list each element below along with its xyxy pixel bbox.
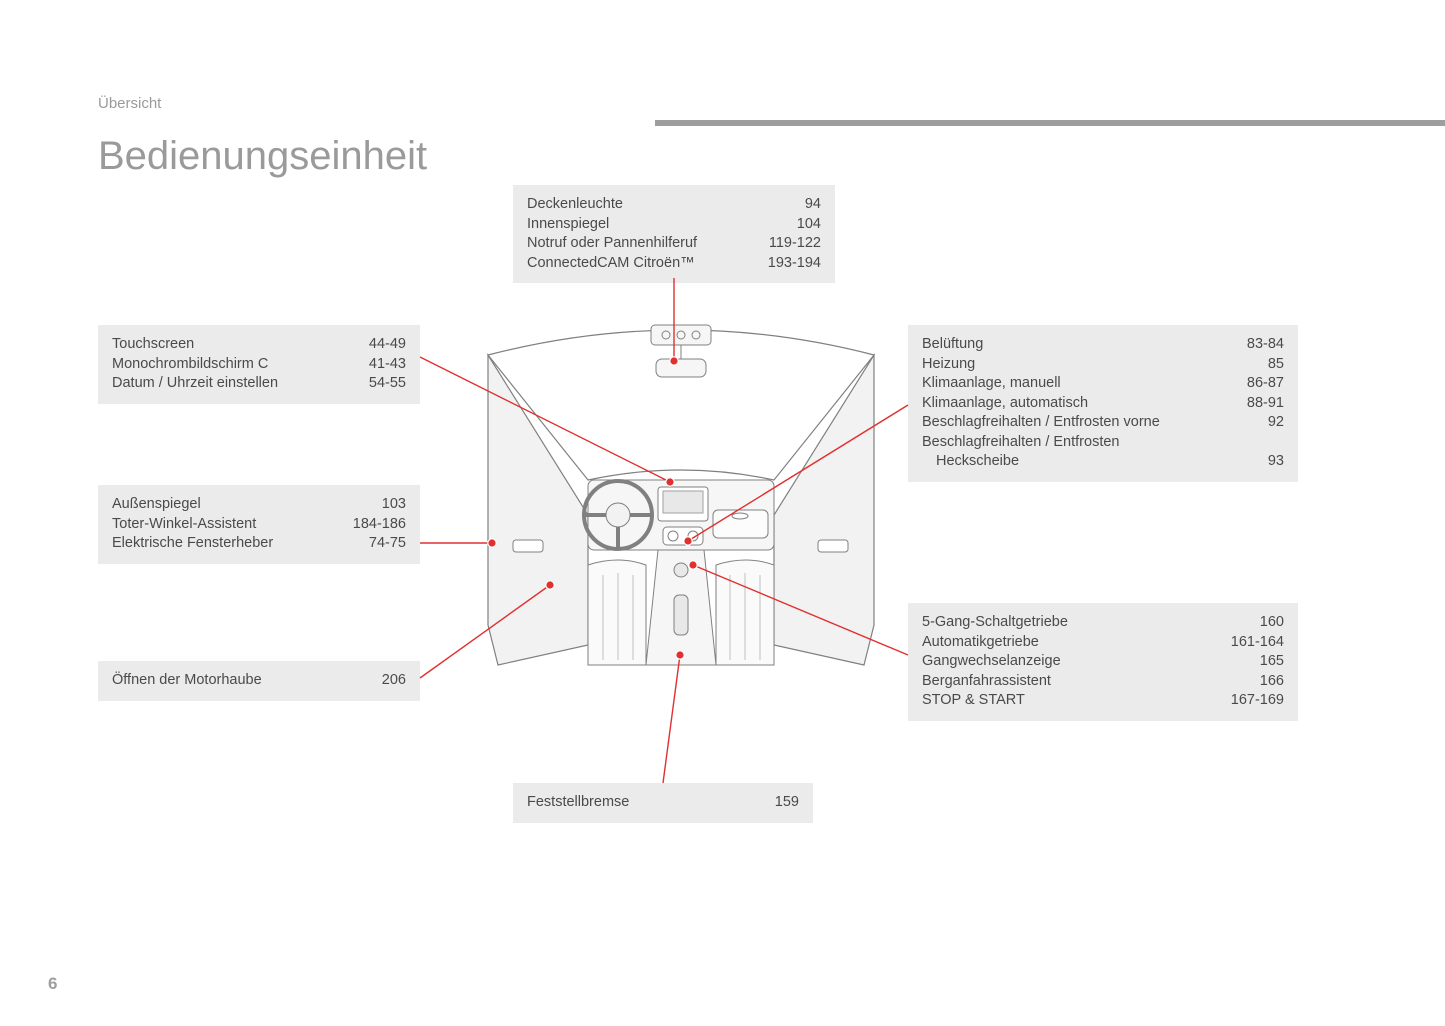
callout-row: STOP & START 167-169	[922, 691, 1284, 711]
callout-left-2: Außenspiegel 103 Toter-Winkel-Assistent 184…	[98, 485, 420, 564]
callout-row: Heizung 85	[922, 355, 1284, 375]
callout-label: Beschlagfreihalten / Entfrosten vorne	[922, 413, 1248, 433]
callout-row: Toter-Winkel-Assistent 184-186	[112, 515, 406, 535]
callout-row: 5-Gang-Schaltgetriebe 160	[922, 613, 1284, 633]
callout-label: Automatikgetriebe	[922, 633, 1211, 653]
callout-pages: 161-164	[1231, 633, 1284, 653]
callout-row: Monochrombildschirm C 41-43	[112, 355, 406, 375]
callout-right-1: Belüftung83-84Heizung85Klimaanlage, manu…	[908, 325, 1298, 482]
callout-pages: 160	[1260, 613, 1284, 633]
callout-pages: 94	[805, 195, 821, 215]
callout-left-1: Touchscreen 44-49 Monochrombildschirm C 41-…	[98, 325, 420, 404]
callout-row: Touchscreen 44-49	[112, 335, 406, 355]
callout-label: Toter-Winkel-Assistent	[112, 515, 333, 535]
callout-top: Deckenleuchte94Innenspiegel104Notruf ode…	[513, 185, 835, 283]
callout-label: Klimaanlage, manuell	[922, 374, 1227, 394]
callout-pages: 86-87	[1247, 374, 1284, 394]
callout-pages: 206	[382, 671, 406, 691]
callout-pages: 159	[775, 793, 799, 813]
callout-row: Gangwechselanzeige 165	[922, 652, 1284, 672]
callout-right-2: 5-Gang-Schaltgetriebe160Automatikgetrieb…	[908, 603, 1298, 721]
callout-label: Notruf oder Pannenhilferuf	[527, 234, 749, 254]
callout-label: Beschlagfreihalten / Entfrosten	[922, 433, 1264, 453]
callout-label: Heizung	[922, 355, 1248, 375]
page-number: 6	[48, 974, 57, 994]
callout-pages: 74-75	[369, 534, 406, 554]
callout-left-3: Öffnen der Motorhaube 206	[98, 661, 420, 701]
callout-row: Heckscheibe 93	[922, 452, 1284, 472]
callout-row: Elektrische Fensterheber 74-75	[112, 534, 406, 554]
callout-label: Öffnen der Motorhaube	[112, 671, 362, 691]
callout-label: ConnectedCAM Citroën™	[527, 254, 748, 274]
content-area: Deckenleuchte94Innenspiegel104Notruf ode…	[98, 185, 1347, 986]
callout-row: ConnectedCAM Citroën™ 193-194	[527, 254, 821, 274]
header-divider	[655, 120, 1445, 126]
callout-row: Feststellbremse 159	[527, 793, 799, 813]
callout-label: Berganfahrassistent	[922, 672, 1240, 692]
callout-pages: 88-91	[1247, 394, 1284, 414]
callout-label: Feststellbremse	[527, 793, 755, 813]
callout-row: Deckenleuchte 94	[527, 195, 821, 215]
callout-row: Berganfahrassistent 166	[922, 672, 1284, 692]
callout-row: Beschlagfreihalten / Entfrosten vorne 92	[922, 413, 1284, 433]
callout-row: Datum / Uhrzeit einstellen 54-55	[112, 374, 406, 394]
callout-pages: 41-43	[369, 355, 406, 375]
callout-pages: 93	[1268, 452, 1284, 472]
callout-label: Gangwechselanzeige	[922, 652, 1240, 672]
callout-pages: 166	[1260, 672, 1284, 692]
callout-row: Klimaanlage, manuell 86-87	[922, 374, 1284, 394]
page-title: Bedienungseinheit	[98, 134, 1347, 179]
callout-pages: 119-122	[769, 234, 821, 254]
callout-pages: 103	[382, 495, 406, 515]
callout-row: Beschlagfreihalten / Entfrosten	[922, 433, 1284, 453]
callout-row: Notruf oder Pannenhilferuf 119-122	[527, 234, 821, 254]
callout-pages: 83-84	[1247, 335, 1284, 355]
callout-row: Außenspiegel 103	[112, 495, 406, 515]
callout-pages: 184-186	[353, 515, 406, 535]
callout-label: Innenspiegel	[527, 215, 777, 235]
callout-pages: 193-194	[768, 254, 821, 274]
callout-pages: 44-49	[369, 335, 406, 355]
callout-pages: 167-169	[1231, 691, 1284, 711]
callout-pages: 54-55	[369, 374, 406, 394]
callout-bottom: Feststellbremse 159	[513, 783, 813, 823]
callout-label: Klimaanlage, automatisch	[922, 394, 1227, 414]
dashboard-diagram	[468, 315, 894, 685]
callout-label: STOP & START	[922, 691, 1211, 711]
callout-row: Belüftung 83-84	[922, 335, 1284, 355]
callout-label: Elektrische Fensterheber	[112, 534, 349, 554]
callout-label: Monochrombildschirm C	[112, 355, 349, 375]
callout-label: Belüftung	[922, 335, 1227, 355]
callout-label: 5-Gang-Schaltgetriebe	[922, 613, 1240, 633]
callout-pages: 92	[1268, 413, 1284, 433]
callout-row: Innenspiegel 104	[527, 215, 821, 235]
callout-pages: 165	[1260, 652, 1284, 672]
callout-row: Automatikgetriebe 161-164	[922, 633, 1284, 653]
callout-pages: 104	[797, 215, 821, 235]
callout-pages: 85	[1268, 355, 1284, 375]
section-header: Übersicht	[98, 95, 1347, 112]
callout-row: Öffnen der Motorhaube 206	[112, 671, 406, 691]
callout-label: Heckscheibe	[922, 452, 1248, 472]
callout-label: Außenspiegel	[112, 495, 362, 515]
callout-row: Klimaanlage, automatisch 88-91	[922, 394, 1284, 414]
callout-label: Datum / Uhrzeit einstellen	[112, 374, 349, 394]
callout-label: Deckenleuchte	[527, 195, 785, 215]
callout-label: Touchscreen	[112, 335, 349, 355]
